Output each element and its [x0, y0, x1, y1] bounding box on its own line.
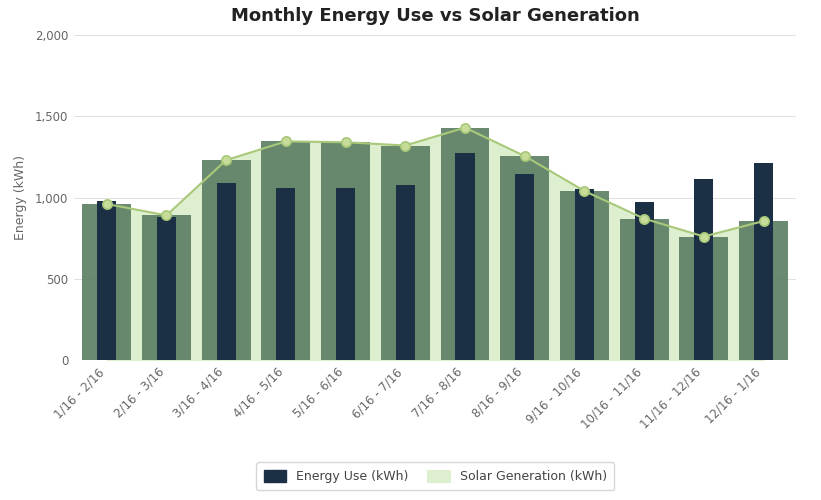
Bar	[635, 202, 654, 360]
Point	[697, 232, 710, 240]
Bar	[396, 184, 415, 360]
Point	[638, 214, 651, 222]
Bar	[500, 156, 549, 360]
Point	[279, 138, 292, 145]
Point	[339, 138, 352, 146]
Bar	[381, 146, 429, 360]
Bar	[456, 153, 475, 360]
Point	[757, 217, 770, 225]
Bar	[157, 217, 176, 360]
Bar	[620, 218, 668, 360]
Bar	[560, 191, 609, 360]
Y-axis label: Energy (kWh): Energy (kWh)	[14, 155, 26, 240]
Point	[160, 212, 173, 220]
Bar	[739, 221, 788, 360]
Point	[219, 156, 232, 164]
Bar	[679, 236, 728, 360]
Legend: Energy Use (kWh), Solar Generation (kWh): Energy Use (kWh), Solar Generation (kWh)	[256, 462, 614, 490]
Bar	[695, 179, 713, 360]
Bar	[202, 160, 250, 360]
Point	[399, 142, 412, 150]
Bar	[142, 216, 191, 360]
Bar	[336, 188, 355, 360]
Bar	[515, 174, 534, 360]
Bar	[321, 142, 370, 360]
Point	[578, 187, 591, 195]
Bar	[441, 128, 489, 360]
Point	[518, 152, 531, 160]
Bar	[82, 204, 131, 360]
Bar	[261, 142, 310, 360]
Point	[458, 124, 471, 132]
Title: Monthly Energy Use vs Solar Generation: Monthly Energy Use vs Solar Generation	[231, 7, 640, 25]
Bar	[277, 188, 296, 360]
Point	[100, 200, 113, 208]
Bar	[97, 200, 117, 360]
Bar	[575, 190, 594, 360]
Bar	[217, 183, 236, 360]
Bar	[754, 164, 773, 360]
